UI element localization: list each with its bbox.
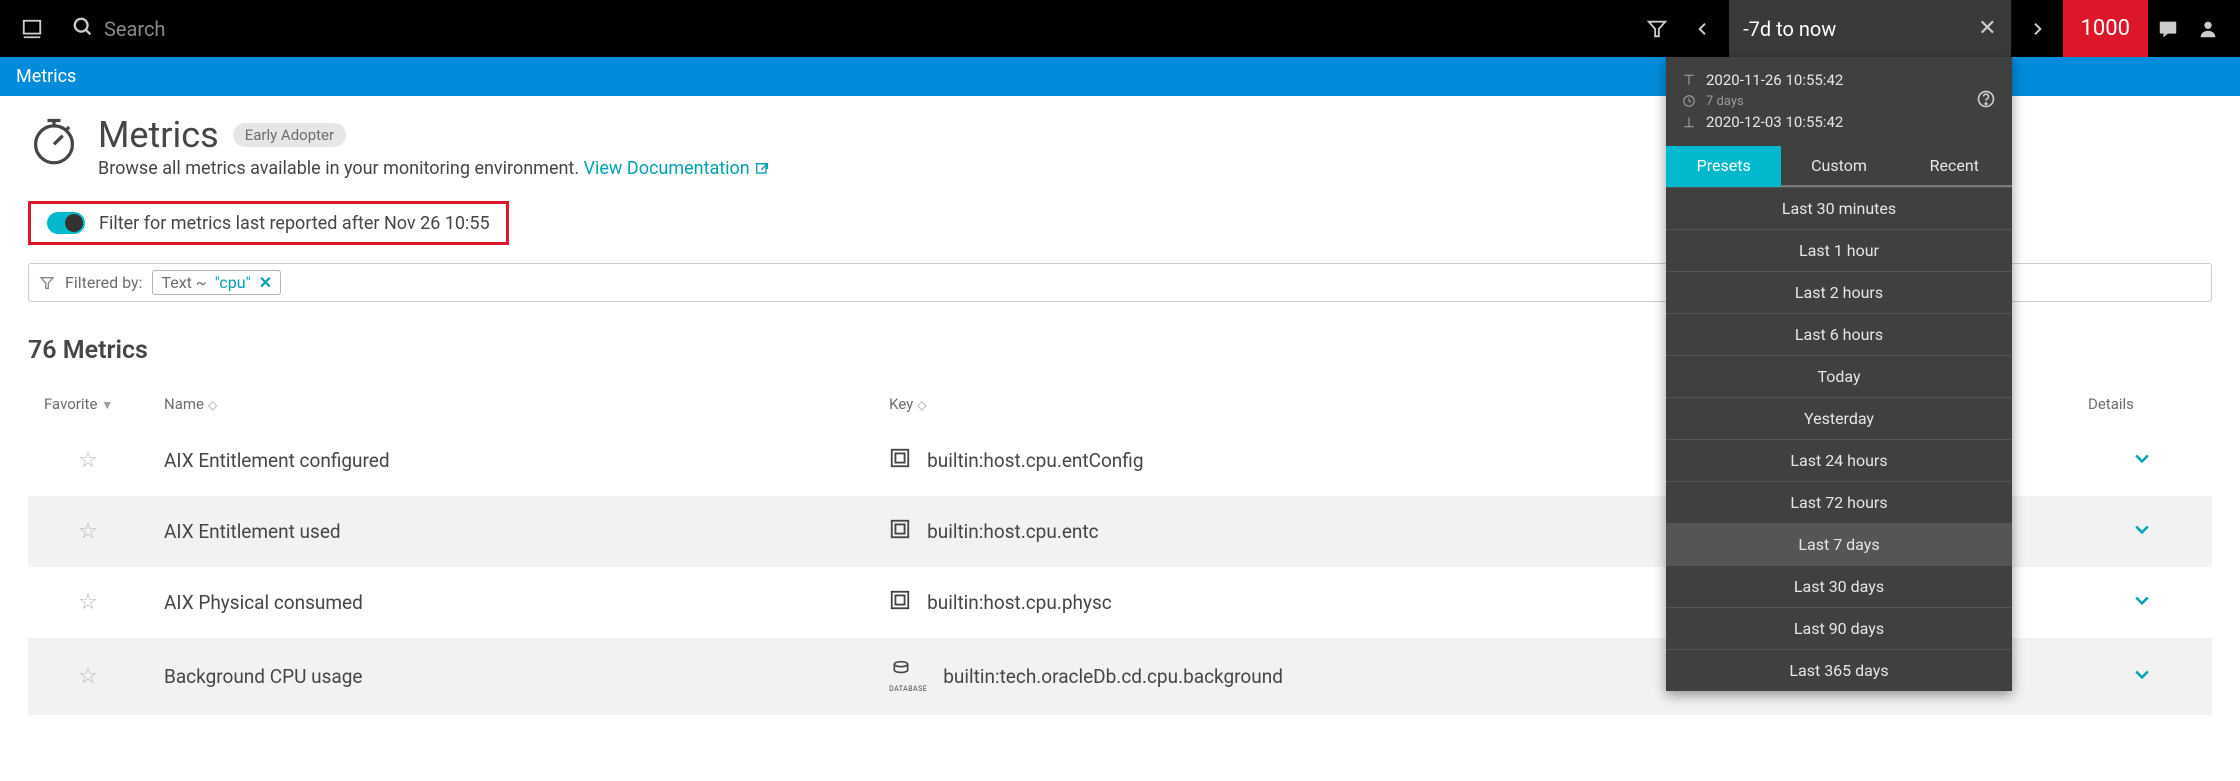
early-adopter-badge: Early Adopter — [233, 123, 346, 147]
metric-type-icon — [889, 518, 911, 545]
filter-chip-remove-icon[interactable]: ✕ — [259, 273, 272, 292]
time-clear-icon[interactable]: ✕ — [1978, 16, 1996, 41]
favorite-star[interactable]: ☆ — [78, 590, 98, 615]
col-favorite[interactable]: Favorite▼ — [28, 383, 148, 425]
preset-item[interactable]: Last 6 hours — [1666, 313, 2012, 355]
filter-prefix: Filtered by: — [65, 273, 142, 292]
time-next-button[interactable] — [2011, 0, 2063, 57]
problems-badge[interactable]: 1000 — [2063, 0, 2148, 57]
metric-name: AIX Physical consumed — [148, 567, 873, 638]
preset-item[interactable]: Last 365 days — [1666, 649, 2012, 691]
expand-icon[interactable] — [2132, 592, 2152, 615]
tab-presets[interactable]: Presets — [1666, 146, 1781, 187]
view-documentation-link[interactable]: View Documentation — [584, 158, 771, 179]
expand-icon[interactable] — [2132, 450, 2152, 473]
metric-name: AIX Entitlement used — [148, 496, 873, 567]
breadcrumb-label: Metrics — [16, 66, 76, 87]
toggle-switch[interactable] — [47, 212, 85, 234]
time-area: ✕ — [1677, 0, 2062, 57]
dashboard-icon[interactable] — [12, 9, 52, 49]
col-details: Details — [2072, 383, 2212, 425]
metric-type-icon — [889, 447, 911, 474]
expand-icon[interactable] — [2132, 666, 2152, 689]
metric-name: Background CPU usage — [148, 638, 873, 715]
topbar-right: ✕ 1000 — [1637, 0, 2228, 57]
preset-item[interactable]: Yesterday — [1666, 397, 2012, 439]
stopwatch-icon — [28, 114, 80, 166]
metric-key: builtin:host.cpu.entConfig — [927, 449, 1143, 472]
topbar: ✕ 1000 — [0, 0, 2240, 57]
filter-chip-label: Text ~ — [161, 273, 206, 292]
expand-icon[interactable] — [2132, 521, 2152, 544]
metric-name: AIX Entitlement configured — [148, 425, 873, 496]
page-title: Metrics — [98, 114, 219, 156]
preset-item[interactable]: Last 1 hour — [1666, 229, 2012, 271]
search-input[interactable] — [104, 17, 504, 41]
help-icon[interactable] — [1976, 89, 1996, 113]
filter-toggle[interactable]: Filter for metrics last reported after N… — [28, 201, 509, 245]
time-from-row: 2020-11-26 10:55:42 — [1682, 69, 1843, 92]
time-tabs: Presets Custom Recent — [1666, 146, 2012, 187]
preset-item[interactable]: Last 2 hours — [1666, 271, 2012, 313]
search-icon[interactable] — [72, 16, 94, 42]
time-input[interactable] — [1743, 17, 1968, 41]
time-input-wrap[interactable]: ✕ — [1729, 0, 2010, 57]
toggle-label: Filter for metrics last reported after N… — [99, 213, 490, 234]
search-wrap — [72, 16, 504, 42]
filter-chip[interactable]: Text ~ "cpu" ✕ — [152, 270, 281, 295]
favorite-star[interactable]: ☆ — [78, 664, 98, 689]
time-dropdown: 2020-11-26 10:55:42 7 days 2020-12-03 10… — [1666, 57, 2012, 691]
tab-recent[interactable]: Recent — [1897, 146, 2012, 187]
topbar-left — [12, 9, 1637, 49]
preset-item[interactable]: Last 72 hours — [1666, 481, 2012, 523]
user-icon[interactable] — [2188, 9, 2228, 49]
preset-item[interactable]: Last 90 days — [1666, 607, 2012, 649]
preset-item[interactable]: Last 30 days — [1666, 565, 2012, 607]
col-name[interactable]: Name◇ — [148, 383, 873, 425]
preset-item[interactable]: Last 30 minutes — [1666, 187, 2012, 229]
page-subtitle: Browse all metrics available in your mon… — [98, 158, 770, 179]
metric-type-icon — [889, 589, 911, 616]
time-duration-row: 7 days — [1682, 92, 1843, 112]
preset-item[interactable]: Last 7 days — [1666, 523, 2012, 565]
time-prev-button[interactable] — [1677, 0, 1729, 57]
favorite-star[interactable]: ☆ — [78, 519, 98, 544]
filter-chip-value: "cpu" — [215, 273, 251, 292]
metric-key: builtin:host.cpu.entc — [927, 520, 1098, 543]
funnel-icon — [39, 275, 55, 291]
metric-key: builtin:host.cpu.physc — [927, 591, 1112, 614]
preset-item[interactable]: Today — [1666, 355, 2012, 397]
metric-key: builtin:tech.oracleDb.cd.cpu.background — [943, 665, 1283, 688]
filter-icon[interactable] — [1637, 9, 1677, 49]
tab-custom[interactable]: Custom — [1781, 146, 1896, 187]
preset-item[interactable]: Last 24 hours — [1666, 439, 2012, 481]
time-to-row: 2020-12-03 10:55:42 — [1682, 111, 1843, 134]
preset-list: Last 30 minutesLast 1 hourLast 2 hoursLa… — [1666, 187, 2012, 691]
favorite-star[interactable]: ☆ — [78, 448, 98, 473]
chat-icon[interactable] — [2148, 9, 2188, 49]
metric-type-icon: DATABASE — [889, 660, 927, 693]
